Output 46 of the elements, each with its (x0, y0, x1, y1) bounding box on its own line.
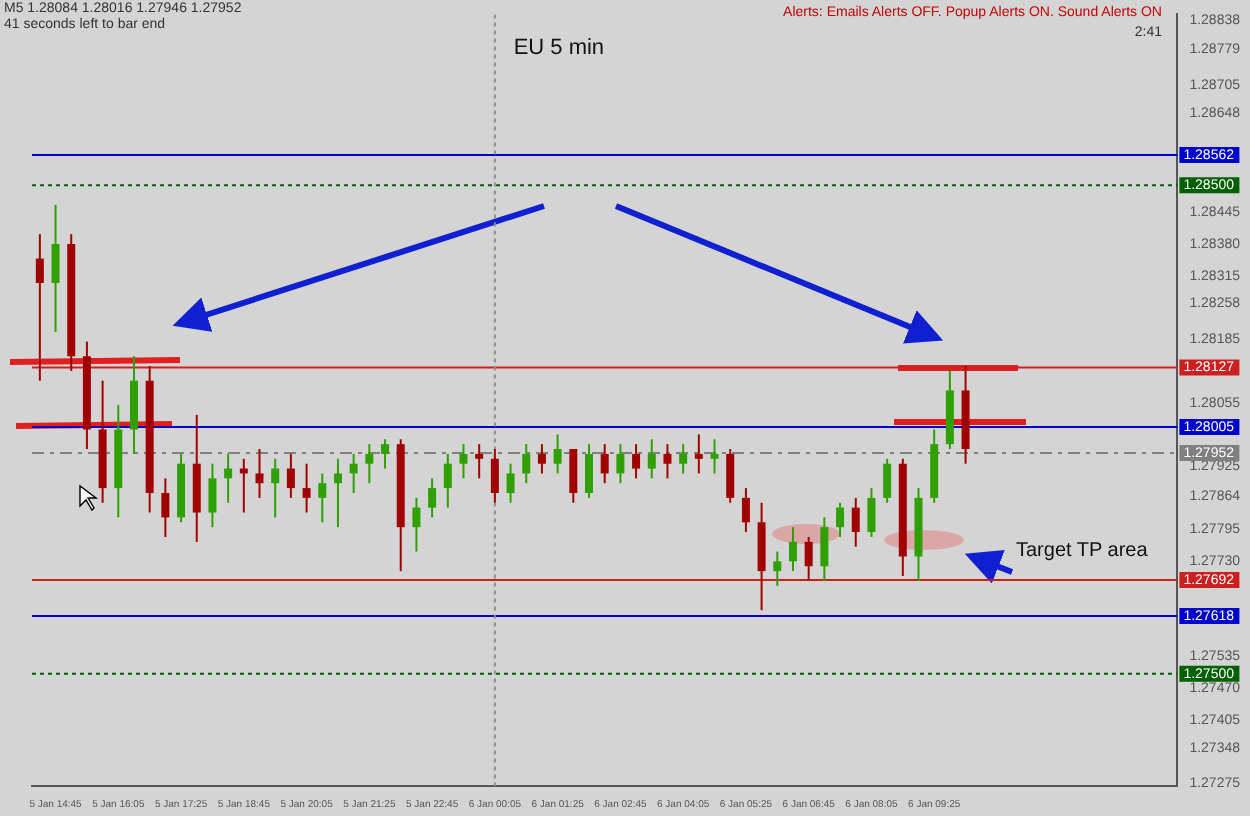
candlestick (820, 516, 829, 582)
candlestick (537, 443, 546, 475)
candlestick (271, 457, 280, 519)
candlestick (867, 487, 876, 538)
candlestick (333, 457, 342, 529)
candlestick (490, 448, 499, 504)
candlestick (569, 448, 578, 504)
candlestick (553, 433, 562, 475)
candlestick (741, 487, 750, 534)
candlestick (694, 433, 703, 475)
candlestick (585, 443, 594, 499)
candlestick (851, 496, 860, 548)
candlestick (365, 443, 374, 485)
candlestick (788, 526, 797, 573)
candlestick (208, 462, 217, 529)
candlestick (647, 438, 656, 480)
candlestick (804, 535, 813, 582)
candlestick (428, 477, 437, 519)
candlestick (600, 443, 609, 485)
candlestick (522, 443, 531, 485)
candlestick (318, 472, 327, 524)
candlestick (663, 443, 672, 480)
candlestick (51, 203, 60, 333)
candlestick (475, 443, 484, 480)
candlestick (224, 452, 233, 504)
candlestick (883, 457, 892, 504)
candlestick (773, 550, 782, 587)
candlestick (255, 448, 264, 499)
candlestick (349, 452, 358, 494)
candlestick (381, 438, 390, 470)
candlestick (726, 448, 735, 504)
text: EU 5 min (513, 36, 605, 61)
candlestick (35, 233, 44, 382)
candlestick (632, 443, 641, 480)
candlestick (506, 462, 515, 504)
candlestick (443, 452, 452, 509)
candlestick (836, 501, 845, 538)
candlestick (679, 443, 688, 475)
candlestick (616, 443, 625, 485)
candlestick (710, 438, 719, 475)
candlestick (459, 443, 468, 480)
candlestick (286, 452, 295, 499)
candlestick (161, 477, 170, 538)
candlestick (412, 496, 421, 553)
annotation: Target TP area (1016, 540, 1148, 562)
candlestick (302, 462, 311, 514)
